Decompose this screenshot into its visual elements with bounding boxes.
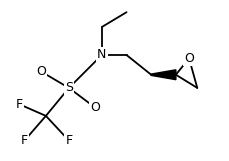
Text: F: F [16, 98, 23, 111]
Text: F: F [21, 134, 28, 147]
Text: O: O [36, 65, 46, 78]
Text: N: N [97, 48, 106, 62]
Polygon shape [150, 70, 175, 80]
Text: O: O [183, 52, 193, 65]
Text: S: S [65, 81, 73, 94]
Text: F: F [65, 134, 72, 147]
Text: O: O [90, 101, 100, 114]
